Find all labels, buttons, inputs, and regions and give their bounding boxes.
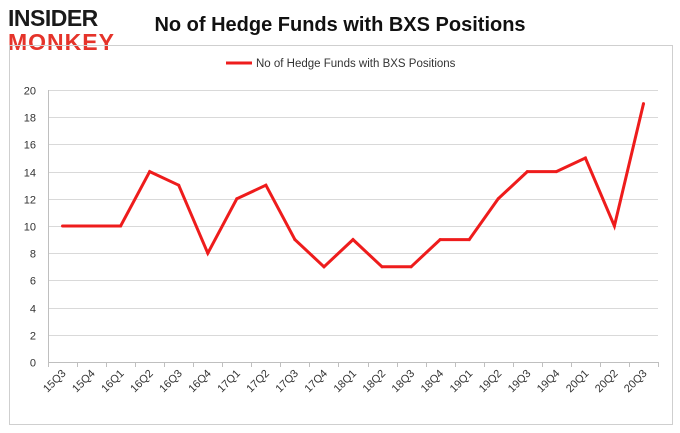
data-point (583, 156, 587, 160)
data-point (119, 224, 123, 228)
series-layer (61, 102, 645, 269)
x-tick-label: 17Q4 (303, 368, 331, 396)
x-tick-label: 16Q3 (157, 368, 185, 396)
chart-outer-border (9, 45, 673, 425)
y-axis-ticks: 0 2 4 6 8 10 12 14 16 18 20 (24, 86, 36, 370)
data-point (554, 170, 558, 174)
x-tick-label: 18Q1 (332, 368, 360, 396)
data-point (293, 238, 297, 242)
data-point (206, 251, 210, 255)
y-tick-label: 6 (30, 276, 36, 288)
data-point (264, 183, 268, 187)
x-tick-label: 17Q1 (215, 368, 243, 396)
y-tick-label: 20 (24, 86, 36, 98)
data-point (235, 197, 239, 201)
x-tick-label: 19Q4 (535, 368, 563, 396)
data-point (351, 238, 355, 242)
logo-line-2: MONKEY (8, 29, 115, 55)
x-tick-label: 16Q2 (128, 368, 156, 396)
y-tick-label: 2 (30, 331, 36, 343)
y-tick-label: 14 (24, 168, 36, 180)
data-point (467, 238, 471, 242)
y-tick-label: 8 (30, 249, 36, 261)
data-point (148, 170, 152, 174)
data-point (496, 197, 500, 201)
data-point (409, 265, 413, 269)
legend: No of Hedge Funds with BXS Positions (226, 58, 456, 70)
x-tick-label: 18Q2 (361, 368, 389, 396)
data-point (177, 183, 181, 187)
x-tick-label: 15Q3 (41, 368, 69, 396)
y-tick-label: 4 (30, 304, 36, 316)
y-tick-label: 12 (24, 195, 36, 207)
y-tick-label: 0 (30, 358, 36, 370)
data-point (90, 224, 94, 228)
x-tick-label: 18Q3 (390, 368, 418, 396)
x-tick-label: 17Q2 (244, 368, 272, 396)
x-tick-label: 20Q2 (593, 368, 621, 396)
x-tick-label: 19Q3 (506, 368, 534, 396)
gridlines (48, 90, 658, 363)
chart-title: No of Hedge Funds with BXS Positions (154, 14, 526, 36)
data-point (525, 170, 529, 174)
x-tick-label: 18Q4 (419, 368, 447, 396)
insider-monkey-logo: INSIDER MONKEY (8, 6, 128, 58)
x-axis-ticks: 15Q3 15Q4 16Q1 16Q2 16Q3 16Q4 17Q1 17Q2 17Q3 17Q4… (41, 362, 659, 396)
x-tick-label: 19Q2 (477, 368, 505, 396)
x-tick-label: 19Q1 (448, 368, 476, 396)
data-point (641, 102, 645, 106)
data-point (438, 238, 442, 242)
x-tick-label: 20Q3 (622, 368, 650, 396)
x-tick-label: 20Q1 (564, 368, 592, 396)
y-tick-label: 18 (24, 113, 36, 125)
y-tick-label: 10 (24, 222, 36, 234)
x-tick-label: 16Q4 (186, 368, 214, 396)
data-point (380, 265, 384, 269)
data-point (612, 224, 616, 228)
x-tick-label: 16Q1 (99, 368, 127, 396)
legend-label: No of Hedge Funds with BXS Positions (256, 58, 456, 70)
logo-line-1: INSIDER (8, 5, 98, 31)
y-tick-label: 16 (24, 140, 36, 152)
x-tick-label: 15Q4 (70, 368, 98, 396)
x-tick-label: 17Q3 (274, 368, 302, 396)
data-point (322, 265, 326, 269)
data-point (61, 224, 65, 228)
series-line (62, 103, 645, 269)
